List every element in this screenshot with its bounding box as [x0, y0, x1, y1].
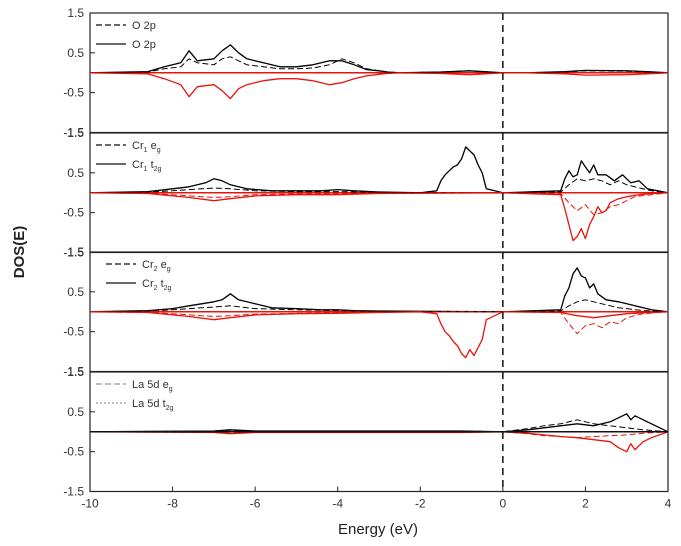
- y-tick-label: -1.5: [63, 246, 84, 260]
- legend-label: La 5d eg: [132, 379, 173, 393]
- panel-2: 1.5 0.5 -0.5 -1.5 Cr1 eg Cr1 t2g: [63, 126, 669, 260]
- series-line: [90, 192, 668, 242]
- legend-label: O 2p: [132, 20, 156, 32]
- x-tick-label: 0: [500, 497, 507, 511]
- series-line: [90, 44, 668, 74]
- y-tick-label: 1.5: [67, 365, 84, 379]
- x-tick-label: -10: [81, 497, 99, 511]
- x-tick-label: -4: [332, 497, 343, 511]
- x-axis-title: Energy (eV): [338, 521, 418, 538]
- series-line: [90, 419, 668, 433]
- x-tick-label: -6: [250, 497, 261, 511]
- x-axis: -10 -8 -6 -4 -2 0 2 4: [81, 486, 672, 511]
- y-tick-label: 1.5: [67, 126, 84, 140]
- y-tick-label: -0.5: [63, 325, 84, 339]
- y-tick-label: 1.5: [67, 245, 84, 259]
- x-tick-label: -2: [415, 497, 426, 511]
- panel-curves: [90, 44, 668, 100]
- x-tick-label: 2: [582, 497, 589, 511]
- y-tick-label: -1.5: [63, 126, 84, 140]
- y-tick-label: -0.5: [63, 206, 84, 220]
- panel-1: 1.5 0.5 -0.5 -1.5 O 2p O 2p: [63, 6, 669, 140]
- y-tick-label: 1.5: [67, 6, 84, 20]
- legend: La 5d eg La 5d t2g: [96, 379, 174, 412]
- series-line: [90, 146, 668, 194]
- y-tick-label: -0.5: [63, 86, 84, 100]
- panel-3: 1.5 0.5 -0.5 -1.5 Cr2 eg Cr2 t2g: [63, 245, 669, 379]
- legend-label: Cr1 eg: [132, 140, 161, 154]
- x-tick-label: -8: [167, 497, 178, 511]
- x-tick-label: 4: [665, 497, 672, 511]
- y-tick-label: -1.5: [63, 365, 84, 379]
- series-line: [90, 431, 668, 439]
- y-tick-label: -1.5: [63, 485, 84, 499]
- panel-curves: [90, 146, 668, 242]
- series-line: [90, 431, 668, 453]
- legend: O 2p O 2p: [96, 20, 156, 51]
- y-tick-label: 0.5: [67, 166, 84, 180]
- series-line: [90, 299, 668, 313]
- y-tick-label: 0.5: [67, 285, 84, 299]
- legend-label: Cr1 t2g: [132, 159, 162, 173]
- series-line: [90, 72, 668, 100]
- series-line: [90, 178, 668, 194]
- panel-4: 1.5 0.5 -0.5 -1.5 La 5d eg La 5d t2g: [63, 365, 669, 499]
- series-line: [90, 311, 668, 335]
- y-axis-title: DOS(E): [11, 226, 28, 279]
- y-tick-label: 0.5: [67, 405, 84, 419]
- y-tick-label: -0.5: [63, 445, 84, 459]
- series-line: [90, 413, 668, 433]
- series-line: [90, 267, 668, 313]
- legend-label: O 2p: [132, 39, 156, 51]
- legend-label: Cr2 eg: [142, 259, 171, 273]
- series-line: [90, 192, 668, 216]
- panel-curves: [90, 413, 668, 453]
- panel-curves: [90, 267, 668, 359]
- legend: Cr1 eg Cr1 t2g: [96, 140, 162, 173]
- series-line: [90, 311, 668, 359]
- dos-panels: 1.5 0.5 -0.5 -1.5 O 2p O 2p 1.5 0.5 -0.5 -1.5 Cr1 …: [63, 6, 669, 499]
- legend-label: Cr2 t2g: [142, 278, 172, 292]
- legend: Cr2 eg Cr2 t2g: [106, 259, 172, 292]
- legend-label: La 5d t2g: [132, 398, 174, 412]
- y-tick-label: 0.5: [67, 46, 84, 60]
